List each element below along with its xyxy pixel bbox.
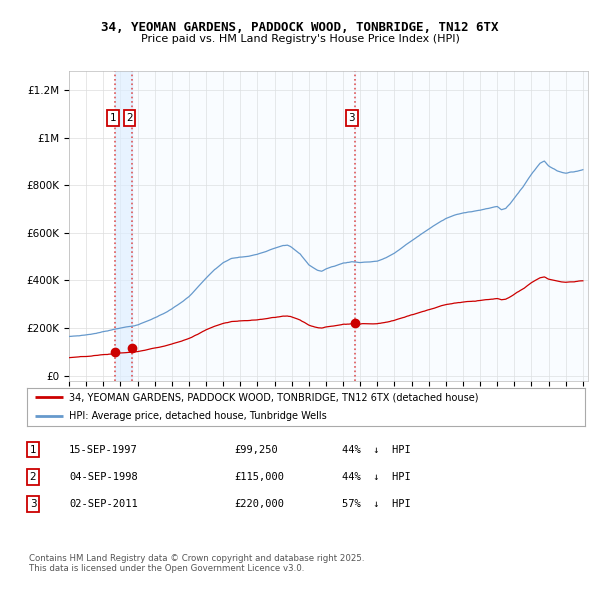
Text: 2: 2 — [29, 472, 37, 481]
Text: HPI: Average price, detached house, Tunbridge Wells: HPI: Average price, detached house, Tunb… — [69, 411, 326, 421]
Text: £99,250: £99,250 — [234, 445, 278, 454]
Text: 04-SEP-1998: 04-SEP-1998 — [69, 472, 138, 481]
Text: 44%  ↓  HPI: 44% ↓ HPI — [342, 445, 411, 454]
Text: 3: 3 — [29, 499, 37, 509]
Text: 34, YEOMAN GARDENS, PADDOCK WOOD, TONBRIDGE, TN12 6TX (detached house): 34, YEOMAN GARDENS, PADDOCK WOOD, TONBRI… — [69, 392, 478, 402]
Text: 15-SEP-1997: 15-SEP-1997 — [69, 445, 138, 454]
Text: 3: 3 — [349, 113, 355, 123]
Text: 57%  ↓  HPI: 57% ↓ HPI — [342, 499, 411, 509]
Text: 2: 2 — [126, 113, 133, 123]
Text: 34, YEOMAN GARDENS, PADDOCK WOOD, TONBRIDGE, TN12 6TX: 34, YEOMAN GARDENS, PADDOCK WOOD, TONBRI… — [101, 21, 499, 34]
Text: 44%  ↓  HPI: 44% ↓ HPI — [342, 472, 411, 481]
Text: Contains HM Land Registry data © Crown copyright and database right 2025.
This d: Contains HM Land Registry data © Crown c… — [29, 554, 364, 573]
Bar — [115, 71, 132, 381]
Text: £115,000: £115,000 — [234, 472, 284, 481]
Text: 1: 1 — [29, 445, 37, 454]
Text: £220,000: £220,000 — [234, 499, 284, 509]
Bar — [355, 71, 588, 381]
Text: 02-SEP-2011: 02-SEP-2011 — [69, 499, 138, 509]
Text: Price paid vs. HM Land Registry's House Price Index (HPI): Price paid vs. HM Land Registry's House … — [140, 34, 460, 44]
Text: 1: 1 — [110, 113, 116, 123]
Bar — [132, 71, 355, 381]
